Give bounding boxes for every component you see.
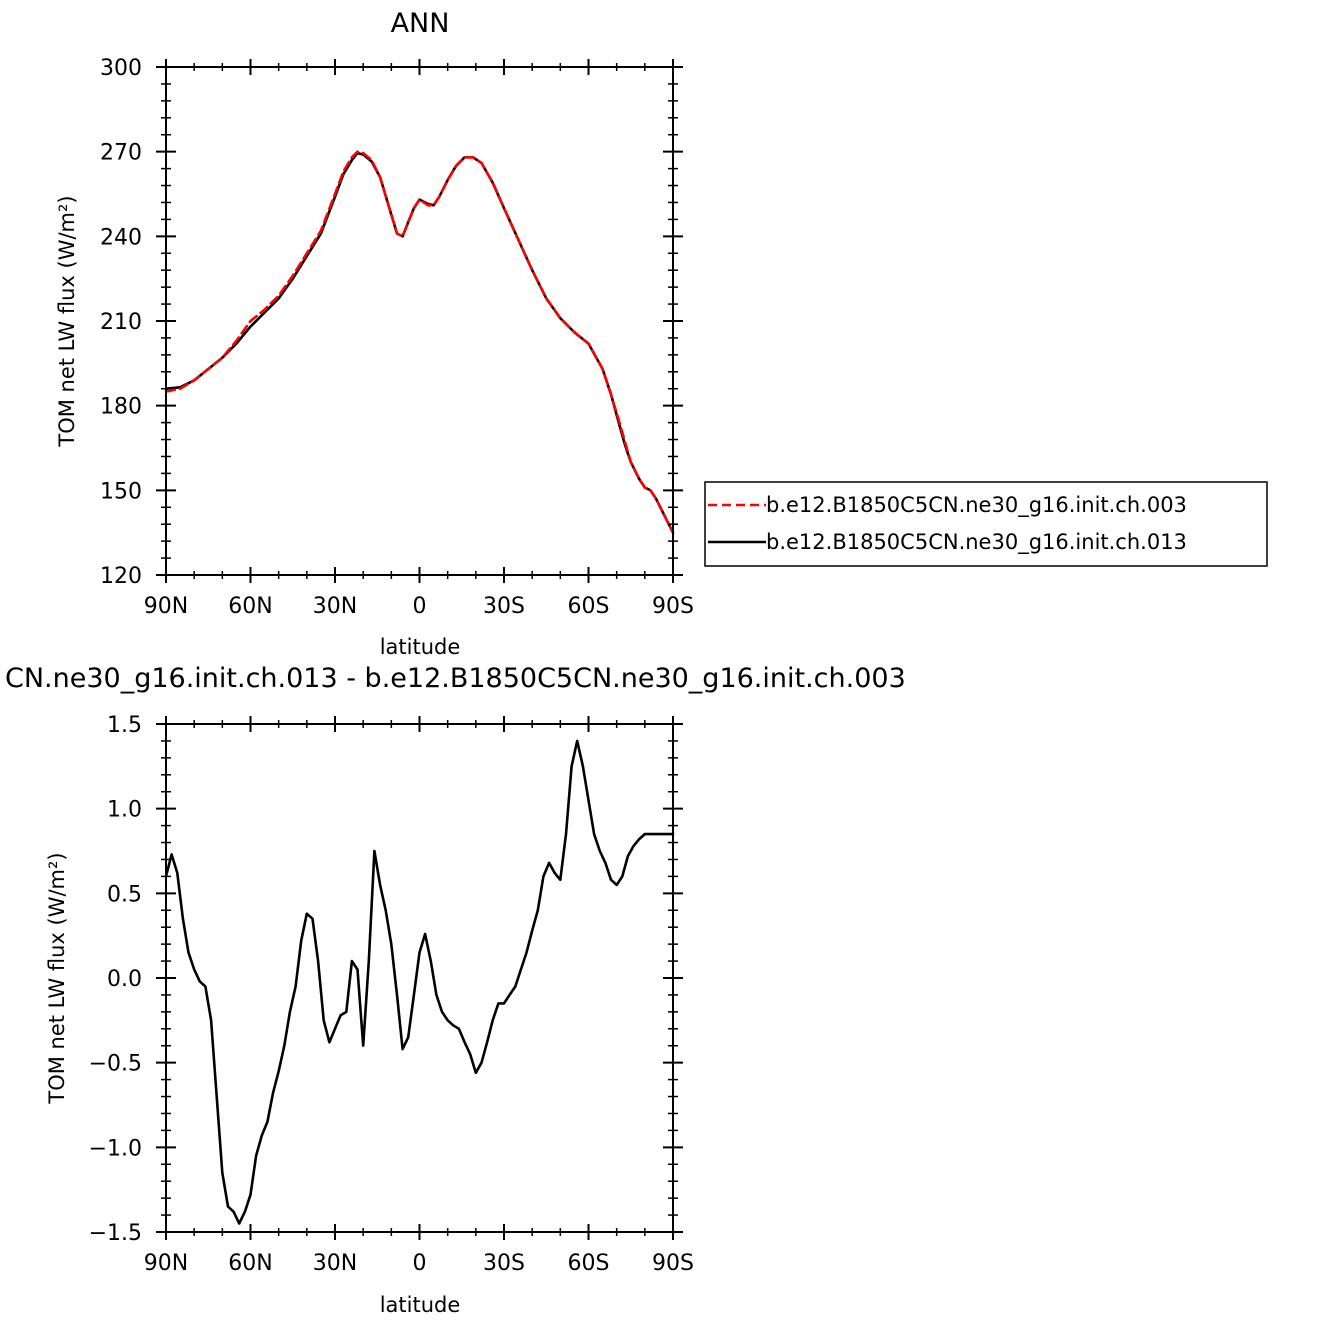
bottom-panel: CN.ne30_g16.init.ch.013 - b.e12.B1850C5C… — [5, 663, 906, 1317]
top-series-lines — [164, 150, 675, 535]
bottom-x-tick-label: 90N — [144, 1251, 188, 1276]
top-axis-ticks — [156, 59, 683, 583]
top-y-tick-label: 300 — [100, 56, 142, 81]
bottom-x-tick-label: 60N — [228, 1251, 272, 1276]
top-series-line-1 — [164, 150, 675, 535]
top-y-axis-label: TOM net LW flux (W/m²) — [55, 195, 79, 447]
top-y-tick-label: 180 — [100, 395, 142, 420]
top-y-tick-label: 240 — [100, 225, 142, 250]
top-x-axis-label: latitude — [380, 635, 461, 659]
top-x-tick-label: 60N — [228, 594, 272, 619]
bottom-x-tick-label: 30N — [313, 1251, 357, 1276]
bottom-x-tick-label: 60S — [568, 1251, 610, 1276]
bottom-x-axis-label: latitude — [380, 1293, 461, 1317]
legend-box — [704, 481, 1268, 567]
top-series-line-2 — [164, 151, 675, 535]
bottom-series-line-1 — [164, 739, 675, 1225]
top-y-tick-labels: 120 150 180 210 240 270 300 — [100, 56, 142, 589]
top-x-tick-label: 30S — [483, 594, 525, 619]
bottom-y-tick-label: −1.0 — [89, 1136, 142, 1161]
bottom-x-tick-labels: 90N 60N 30N 0 30S 60S 90S — [144, 1251, 694, 1276]
bottom-y-tick-labels: −1.5 −1.0 −0.5 0.0 0.5 1.0 1.5 — [89, 713, 142, 1246]
bottom-y-tick-label: 1.5 — [107, 713, 142, 738]
top-y-tick-label: 120 — [100, 564, 142, 589]
top-plot-frame — [165, 66, 674, 576]
legend-label-series-1: b.e12.B1850C5CN.ne30_g16.init.ch.003 — [766, 493, 1187, 518]
bottom-y-tick-label: 1.0 — [107, 798, 142, 823]
top-x-tick-label: 90S — [652, 594, 694, 619]
bottom-y-axis-label: TOM net LW flux (W/m²) — [45, 852, 69, 1104]
top-x-tick-label: 0 — [413, 594, 427, 619]
bottom-series-lines — [164, 739, 675, 1225]
top-x-tick-label: 30N — [313, 594, 357, 619]
legend: b.e12.B1850C5CN.ne30_g16.init.ch.003 b.e… — [704, 481, 1268, 567]
bottom-y-tick-label: −1.5 — [89, 1221, 142, 1246]
bottom-x-tick-label: 0 — [413, 1251, 427, 1276]
top-x-tick-label: 90N — [144, 594, 188, 619]
top-y-tick-label: 270 — [100, 141, 142, 166]
top-chart-title: ANN — [391, 8, 450, 39]
top-y-tick-label: 210 — [100, 310, 142, 335]
top-y-tick-label: 150 — [100, 479, 142, 504]
top-x-tick-label: 60S — [568, 594, 610, 619]
bottom-plot-frame — [165, 723, 674, 1233]
bottom-x-tick-label: 30S — [483, 1251, 525, 1276]
bottom-chart-title: CN.ne30_g16.init.ch.013 - b.e12.B1850C5C… — [5, 663, 906, 694]
top-x-tick-labels: 90N 60N 30N 0 30S 60S 90S — [144, 594, 694, 619]
legend-label-series-2: b.e12.B1850C5CN.ne30_g16.init.ch.013 — [766, 530, 1187, 555]
bottom-axis-ticks — [156, 716, 683, 1240]
bottom-y-tick-label: 0.5 — [107, 882, 142, 907]
top-panel: ANN 120 150 180 210 240 270 300 90N 60N 30N 0 30S 6… — [55, 8, 694, 659]
bottom-y-tick-label: 0.0 — [107, 967, 142, 992]
bottom-x-tick-label: 90S — [652, 1251, 694, 1276]
bottom-y-tick-label: −0.5 — [89, 1052, 142, 1077]
